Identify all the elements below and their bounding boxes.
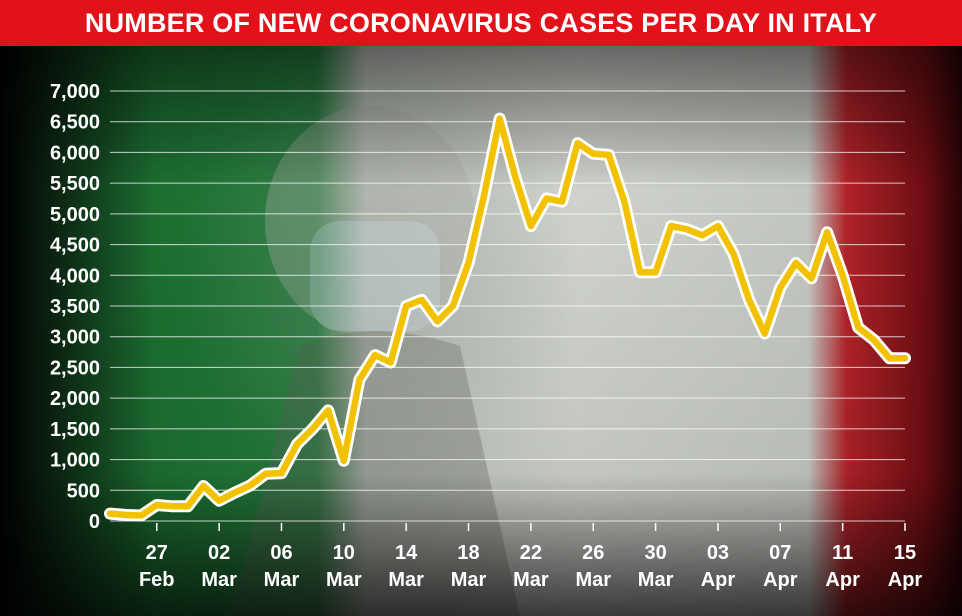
title-banner: NUMBER OF NEW CORONAVIRUS CASES PER DAY … <box>0 0 962 46</box>
y-tick-label: 4,500 <box>50 235 100 257</box>
x-tick-month: Apr <box>763 569 798 591</box>
x-tick-day: 11 <box>832 542 853 564</box>
x-tick-month: Mar <box>326 569 362 591</box>
x-axis-ticks: 27 Feb 02 Mar 06 Mar 10 Mar 14 Mar 18 Mar 22 Mar 26 Mar… <box>139 523 922 591</box>
y-tick-label: 3,000 <box>50 327 100 349</box>
x-tick-month: Apr <box>888 569 923 591</box>
y-tick-label: 500 <box>67 480 100 502</box>
x-tick-day: 30 <box>644 542 666 564</box>
x-tick-day: 07 <box>769 542 791 564</box>
y-axis-ticks: 0 500 1,000 1,500 2,000 2,500 3,000 3,500 4,000 4… <box>50 81 100 533</box>
x-tick-month: Mar <box>638 569 674 591</box>
series-line-cases <box>106 115 909 519</box>
x-tick-month: Mar <box>264 569 300 591</box>
x-tick-month: Mar <box>513 569 549 591</box>
x-tick-day: 10 <box>333 542 355 564</box>
x-tick-day: 02 <box>208 542 230 564</box>
x-tick-month: Mar <box>451 569 487 591</box>
x-tick-day: 18 <box>457 542 479 564</box>
chart-area: 0 500 1,000 1,500 2,000 2,500 3,000 3,500 4,000 4… <box>0 46 962 616</box>
line-chart: 0 500 1,000 1,500 2,000 2,500 3,000 3,500 4,000 4… <box>0 46 962 616</box>
y-tick-label: 2,000 <box>50 388 100 410</box>
x-tick-month: Apr <box>701 569 736 591</box>
x-tick-day: 06 <box>270 542 292 564</box>
x-tick-month: Mar <box>388 569 424 591</box>
x-tick-month: Apr <box>825 569 860 591</box>
x-tick-day: 27 <box>146 542 168 564</box>
x-tick-month: Mar <box>201 569 237 591</box>
y-tick-label: 6,500 <box>50 112 100 134</box>
y-tick-label: 0 <box>89 511 100 533</box>
y-tick-label: 4,000 <box>50 265 100 287</box>
x-tick-day: 14 <box>395 542 418 564</box>
x-tick-month: Feb <box>139 569 175 591</box>
y-tick-label: 1,500 <box>50 419 100 441</box>
y-tick-label: 1,000 <box>50 450 100 472</box>
y-tick-label: 5,000 <box>50 204 100 226</box>
y-tick-label: 2,500 <box>50 357 100 379</box>
vignette-overlay <box>0 46 962 616</box>
y-tick-label: 3,500 <box>50 296 100 318</box>
y-tick-label: 6,000 <box>50 142 100 164</box>
x-tick-day: 03 <box>707 542 729 564</box>
x-tick-day: 26 <box>582 542 604 564</box>
y-tick-label: 5,500 <box>50 173 100 195</box>
x-tick-month: Mar <box>575 569 611 591</box>
x-tick-day: 22 <box>520 542 542 564</box>
x-tick-day: 15 <box>894 542 916 564</box>
series-line <box>104 112 911 522</box>
y-tick-label: 7,000 <box>50 81 100 103</box>
chart-title: NUMBER OF NEW CORONAVIRUS CASES PER DAY … <box>84 7 878 38</box>
